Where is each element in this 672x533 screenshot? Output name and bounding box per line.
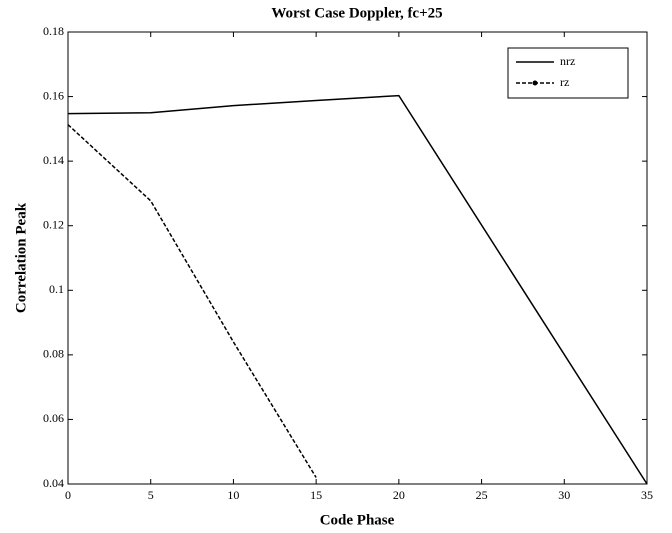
legend-label: rz	[560, 75, 569, 89]
y-tick-label: 0.1	[49, 282, 64, 296]
x-axis-label: Code Phase	[320, 512, 395, 528]
y-axis-label: Correlation Peak	[13, 202, 29, 313]
series-line	[67, 124, 317, 478]
x-tick-label: 15	[310, 488, 322, 502]
x-tick-label: 20	[393, 488, 405, 502]
legend-box	[507, 47, 629, 99]
legend-marker	[532, 80, 538, 86]
legend-label: nrz	[560, 54, 575, 68]
y-tick-label: 0.18	[43, 24, 64, 38]
y-tick-label: 0.06	[43, 411, 64, 425]
x-tick-label: 25	[476, 488, 488, 502]
y-tick-label: 0.16	[43, 88, 64, 102]
y-tick-label: 0.14	[43, 153, 64, 167]
x-tick-label: 10	[227, 488, 239, 502]
series-line	[67, 94, 648, 485]
y-tick-label: 0.12	[43, 217, 64, 231]
x-tick-label: 0	[65, 488, 71, 502]
y-tick-label: 0.08	[43, 347, 64, 361]
x-tick-label: 35	[641, 488, 653, 502]
y-tick-label: 0.04	[43, 476, 64, 490]
plot-area	[67, 31, 648, 485]
x-tick-label: 5	[148, 488, 154, 502]
chart-title: Worst Case Doppler, fc+25	[271, 5, 442, 21]
x-tick-label: 30	[558, 488, 570, 502]
